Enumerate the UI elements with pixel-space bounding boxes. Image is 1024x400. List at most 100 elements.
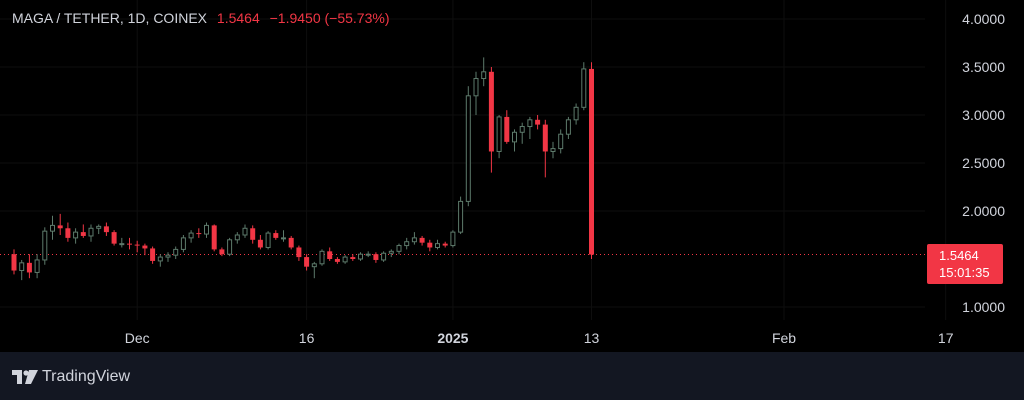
candle-body [88,227,94,237]
candle-body [219,249,225,255]
candle [488,67,494,173]
time-axis[interactable]: Dec 16 2025 13 Feb 17 [125,330,954,346]
candle [589,62,594,259]
candle [11,249,17,275]
candle [188,230,194,243]
candle-body [265,232,271,248]
price-tick-label: 2.0000 [962,203,1005,219]
price-tick-label: 1.0000 [962,299,1005,315]
candle-body [227,239,233,255]
candle-body [350,257,356,259]
candle [257,235,263,250]
price-tick-label: 3.0000 [962,107,1005,123]
candle-body [496,116,502,152]
candle [334,257,340,264]
candle-body [19,262,25,272]
candle-body [196,233,202,235]
candle [134,240,140,253]
candle [481,57,487,87]
candle [581,62,587,111]
candle [103,222,109,236]
candle [542,119,548,178]
candle-body [319,250,325,265]
candle [519,122,525,144]
candle-body [473,78,479,97]
candle [565,116,571,139]
candle-body [142,245,148,249]
candle [196,228,202,238]
candle-body [581,68,587,108]
candle-body [450,231,456,247]
candle-body [96,225,102,229]
candle-body [311,263,317,268]
candle [373,252,379,263]
candle-body [11,254,17,271]
candle-body [396,245,402,252]
candle [26,254,32,279]
candle-body [573,106,579,121]
candlestick-chart[interactable]: 4.0000 3.5000 3.0000 2.5000 2.0000 1.0000 Dec… [0,0,1024,352]
candle [327,247,333,261]
price-tick-label: 4.0000 [962,11,1005,27]
candle-countdown: 15:01:35 [939,265,990,280]
candle-body [550,148,556,152]
candle [435,239,440,250]
candle [73,228,79,244]
candle-body [57,225,63,229]
candle-body [34,259,40,273]
candle [496,115,502,159]
candle [358,252,363,261]
candle [157,254,163,267]
candle [234,232,240,244]
candle [535,115,541,130]
candle [219,247,225,257]
candle-body [365,253,371,256]
price-change: −1.9450 (−55.73%) [269,10,390,26]
candle [342,255,348,264]
candle-body [527,119,533,128]
price-axis[interactable]: 4.0000 3.5000 3.0000 2.5000 2.0000 1.0000 [962,11,1005,315]
current-price-label: 1.5464 15:01:35 [927,244,1003,284]
candle-body [411,237,417,243]
candle-body [327,251,333,259]
candle [365,251,371,258]
candle-body [373,254,379,260]
current-price-value: 1.5464 [939,248,979,263]
candle-body [288,237,294,248]
candle-body [119,243,125,246]
tradingview-logo-icon[interactable] [12,370,38,384]
candle-body [404,241,410,247]
candle-body [304,257,310,267]
time-tick-label: 16 [299,330,315,346]
candle-body [234,234,240,241]
candle [450,230,456,248]
candle-body [134,244,140,246]
candle [319,249,325,266]
candle [42,227,48,265]
candle [465,86,471,207]
brand-name[interactable]: TradingView [42,368,131,385]
candle-body [65,228,71,238]
candle [50,215,55,240]
candle [311,261,317,279]
candle-body [273,233,279,238]
candle [127,237,132,250]
candle [273,230,279,240]
candle-body [334,259,340,262]
candle-body [442,243,448,246]
symbol-title[interactable]: MAGA / TETHER, 1D, COINEX [12,10,208,26]
candle [527,116,533,139]
candle [573,103,579,125]
candle-body [250,228,256,240]
candle [34,254,40,279]
candle [111,230,117,246]
candle-body [565,119,571,135]
candle [119,237,125,248]
candle [150,246,156,264]
candle-body [542,124,548,152]
candle-body [42,230,48,261]
candle [419,235,425,246]
candle-body [388,250,394,254]
candle-body [458,200,464,233]
candle [165,252,171,262]
